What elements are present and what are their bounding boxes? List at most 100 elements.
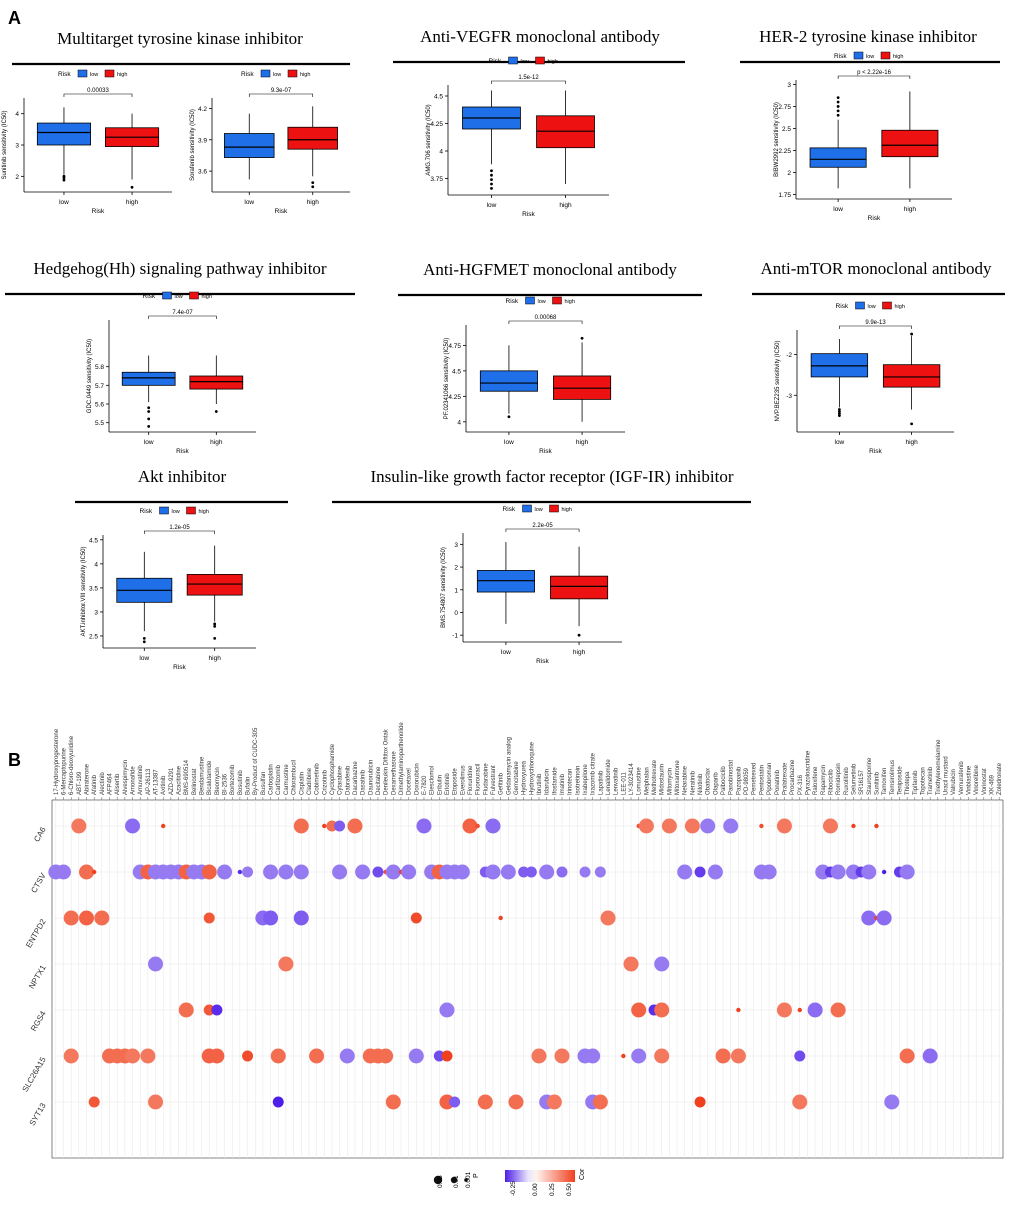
p-value-label: 9.9e-13 [865, 320, 886, 326]
drug-label: Dasatinib [361, 769, 367, 795]
gene-label-CTSV: CTSV [29, 871, 48, 895]
drug-label: Azacitidine [177, 765, 183, 795]
x-tick-label-low: low [139, 655, 149, 662]
bubble-CA6-Mitomycin [661, 818, 677, 834]
legend-title: Risk [834, 53, 847, 60]
x-tick-label-high: high [573, 649, 586, 656]
bubble-CA6-Selumetinib [851, 823, 856, 829]
drug-label: Carboplatin [269, 764, 275, 795]
outlier-low [837, 408, 841, 411]
bubble-CTSV-Ixabepilone [579, 866, 591, 878]
gene-label-RGS4: RGS4 [29, 1009, 48, 1033]
bubble-CTSV-Olaparib [707, 864, 723, 880]
drug-label: Docetaxel [407, 768, 413, 795]
bubble-CTSV-Staurosporine [861, 864, 877, 880]
legend-title: Risk [241, 71, 254, 78]
bubble-RGS4-Pazopanib [736, 1007, 741, 1013]
outlier-high [213, 636, 217, 640]
legend-label-low: low [172, 509, 180, 515]
drug-label: Busulfan [261, 772, 267, 795]
x-tick-label-high: high [210, 439, 223, 446]
bubble-CA6-Fluorouracil [475, 823, 480, 829]
outlier-high [910, 332, 914, 336]
significance-bracket [491, 80, 566, 84]
drug-label: Panobinostat [729, 760, 735, 795]
bubble-CA6-Sunitinib [874, 823, 879, 829]
bubble-CTSV-Cytarabine [332, 864, 348, 880]
outlier-low [836, 113, 840, 117]
drug-label: Mitomycin [667, 768, 673, 795]
x-tick-label-low: low [59, 199, 69, 206]
outlier-low [147, 410, 151, 413]
legend-swatch-low [853, 51, 864, 60]
drug-label: Fluorouracil [476, 764, 482, 795]
y-axis-label: AKT.inhibitor.VIII sensitivity (IC50) [81, 546, 87, 636]
drug-label: AP-26113 [146, 768, 152, 795]
bubble-CA6-Melphalan [638, 818, 654, 834]
panel-label-a: A [8, 8, 21, 28]
bubble-SYT13-Etoposide [449, 1096, 461, 1108]
bubble-CA6-ABT-199 [71, 818, 87, 834]
bubble-CTSV-Thiotepa [899, 864, 915, 880]
x-axis-title: Risk [868, 215, 881, 222]
boxplot-BIBW2992: 1.75 2 2.25 2.5 2.75 3 BIBW2992 sensitivity (I… [774, 51, 952, 222]
bubble-CTSV-Nilotinib [694, 866, 706, 878]
y-tick-label: 1 [454, 587, 458, 594]
y-tick-label: 5.8 [95, 364, 104, 371]
legend-swatch-high [186, 506, 196, 515]
outlier-high [213, 622, 217, 626]
drug-label: Chlorambucil [292, 760, 298, 795]
drug-label: Ifosfamide [552, 767, 558, 795]
bubble-RGS4-Raloxifene [807, 1002, 823, 1018]
legend-title: Risk [143, 293, 156, 300]
drug-label: Trametinib [928, 766, 934, 795]
bubble-SLC26A15-Bleomycin [209, 1048, 225, 1064]
drug-label: Vorinostat [982, 768, 988, 795]
p-value-label: 2.2e-05 [532, 523, 553, 529]
legend-title: Risk [836, 303, 849, 310]
y-tick-label: 5.7 [95, 383, 104, 390]
drug-label: Carfilzomib [276, 764, 282, 795]
drug-label: Ruxolitinib [844, 767, 850, 795]
significance-bracket [839, 325, 912, 329]
bubble-RGS4-Erlotinib [439, 1002, 455, 1018]
drug-label: Fulvestrant [491, 765, 497, 795]
drug-label: Irinotecan [568, 769, 574, 795]
significance-bracket [248, 93, 314, 97]
bubble-CA6-Fulvestrant [485, 818, 501, 834]
bubble-NPTX1-Midostaurin [654, 956, 670, 972]
y-axis-label: BIBW2992 sensitivity (IC50) [774, 102, 780, 177]
drug-label: Hydroxychloroquine [529, 741, 535, 795]
bubble-SLC26A15-Palbociclib [715, 1048, 731, 1064]
drug-label: Erlotinib [445, 773, 451, 795]
y-tick-label: 1.75 [778, 192, 791, 199]
y-tick-label: -1 [452, 633, 458, 640]
drug-label: Raloxifene [813, 766, 819, 795]
bubble-SYT13-PX-316 [792, 1094, 808, 1110]
bubble-NPTX1-LY-3023414 [623, 956, 639, 972]
y-tick-label: 2 [787, 170, 791, 177]
bubble-CA6-Amonafide [125, 818, 141, 834]
bubble-SLC26A15-Ibrutinib [531, 1048, 547, 1064]
bubble-SLC26A15-Eribulin [433, 1050, 445, 1062]
bubble-SYT13-Ifosfamide [546, 1094, 562, 1110]
drug-label: Dabrafenib [345, 765, 351, 795]
bubble-RGS4-Lomustine [631, 1002, 647, 1018]
panel-a-boxplots: Multitarget tyrosine kinase inhibitor Ant… [2, 27, 1005, 671]
drug-label: Thiotepa [905, 771, 911, 795]
drug-label: Mitoxantrone [675, 760, 681, 795]
bubble-CA6-Neratinib [684, 818, 700, 834]
legend-swatch-low [162, 291, 172, 300]
bubble-SLC26A15-Imatinib [554, 1048, 570, 1064]
legend-swatch-high [189, 291, 199, 300]
drug-label: AT-13387 [154, 769, 160, 795]
outlier-high [213, 624, 217, 628]
drug-label: Lomustine [637, 767, 643, 795]
drug-label: Cobimetinib [315, 763, 321, 795]
drug-label: Vinblastine [966, 765, 972, 795]
drug-label: Obatoclax [706, 768, 712, 795]
bubble-CA6-Floxuridine [462, 818, 478, 834]
y-axis-label: NVP.BEZ235 sensitivity (IC50) [775, 341, 781, 422]
y-tick-label: 3 [15, 143, 19, 150]
